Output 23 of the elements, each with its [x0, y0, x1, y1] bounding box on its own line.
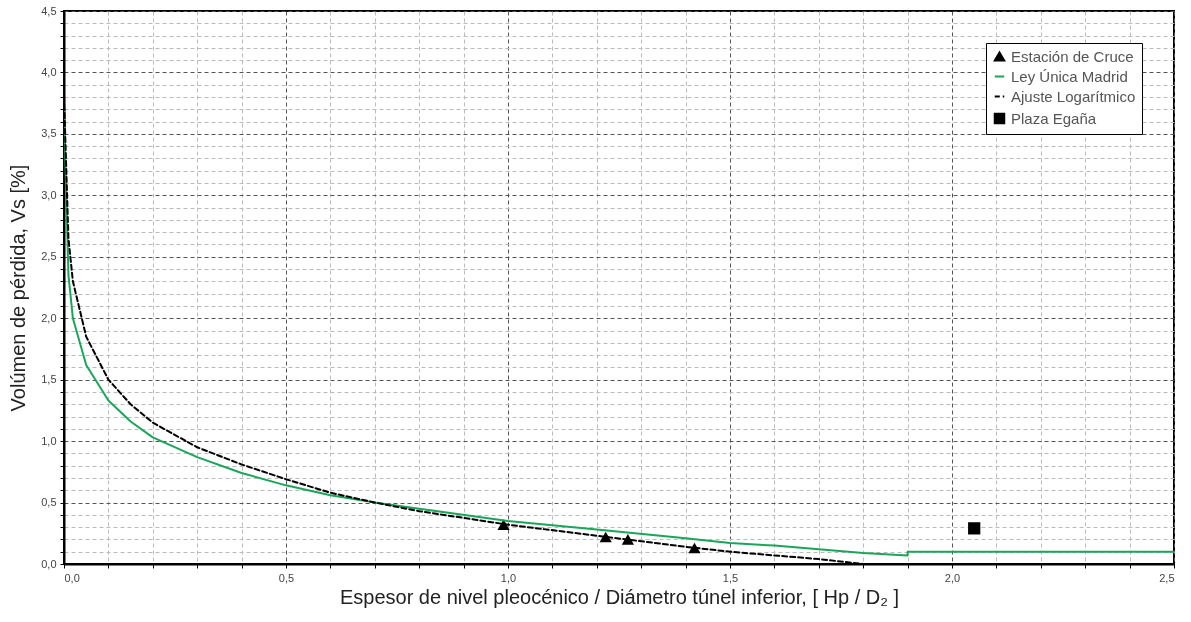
legend-label: Ley Única Madrid — [1011, 67, 1128, 85]
y-tick-label: 4,0 — [41, 65, 57, 78]
y-tick-label: 1,5 — [41, 373, 57, 386]
line-series — [64, 108, 1174, 557]
y-tick-label: 2,5 — [41, 250, 57, 263]
x-tick-label: 2,5 — [1159, 571, 1175, 584]
y-tick-label: 3,5 — [41, 127, 57, 140]
x-tick-label: 1,0 — [500, 571, 517, 584]
y-tick-label: 3,0 — [41, 188, 57, 201]
y-tick-label: 0,5 — [41, 496, 57, 509]
x-tick-label: 1,5 — [722, 571, 739, 584]
y-tick-label: 2,0 — [41, 311, 57, 324]
y-tick-label: 0,0 — [41, 557, 57, 570]
legend-label: Ajuste Logarítmico — [1011, 87, 1136, 105]
x-axis-title: Espesor de nivel pleocénico / Diámetro túnel inferior, [ Hp / D₂ ] — [339, 585, 900, 608]
x-tick-label: 2,0 — [944, 571, 961, 584]
y-tick-label: 4,5 — [41, 4, 57, 17]
legend-label: Plaza Egaña — [1011, 109, 1097, 127]
y-axis-title: Volúmen de pérdida, Vs [%] — [7, 164, 30, 412]
y-tick-label: 1,0 — [41, 434, 57, 447]
legend-label: Estación de Cruce — [1011, 47, 1134, 65]
x-tick-label: 0,5 — [278, 571, 295, 584]
x-tick-label: 0,0 — [64, 571, 80, 584]
